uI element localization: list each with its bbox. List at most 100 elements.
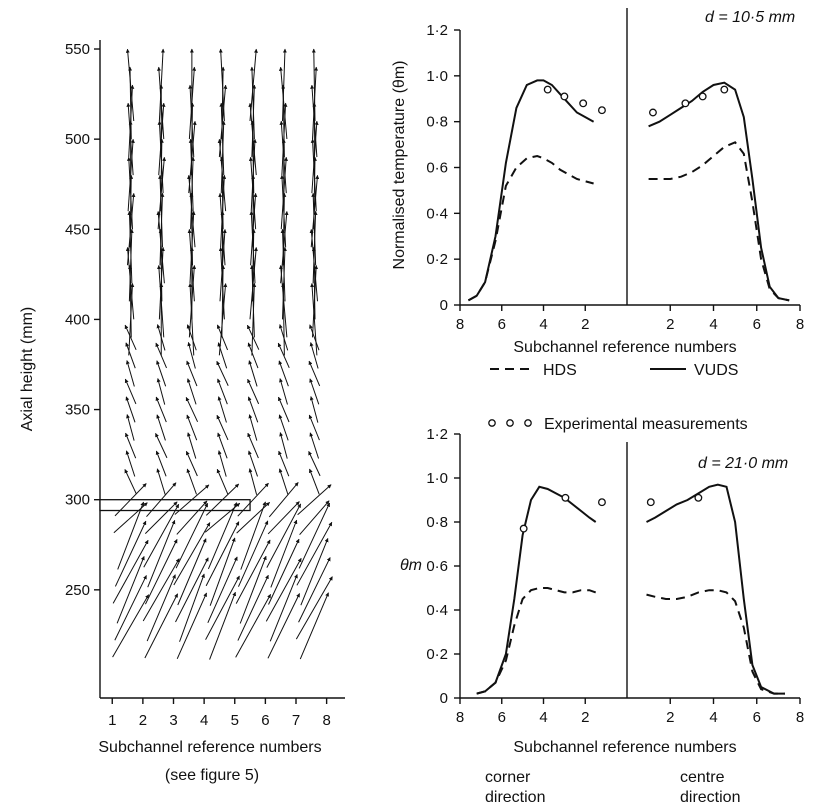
pt-annotation: d = 10·5 mm: [705, 9, 795, 26]
pt-right-exp-point-2: [698, 92, 707, 101]
velocity-arrow-192: [299, 500, 330, 536]
pb-left-exp-point-1: [561, 493, 570, 502]
velocity-arrow-178: [280, 174, 287, 248]
velocity-arrow-0: [112, 594, 150, 658]
vector-field-panel: 250 300 350 400 450 500 550 1 2 3 4 5 6 7 8 Axial hei…: [19, 40, 345, 784]
velocity-arrow-197: [308, 414, 320, 441]
velocity-arrow-134: [247, 432, 259, 459]
pb-y-tick-label-0: 0: [440, 690, 448, 707]
velocity-arrow-129: [240, 501, 267, 570]
pt-x-tick-label-left-2: 4: [539, 316, 547, 333]
pt-right-exp-point-3: [720, 85, 729, 94]
pb-right-hds-line: [646, 589, 785, 695]
velocity-arrow-167: [278, 396, 290, 423]
velocity-arrow-85: [187, 174, 196, 248]
velocity-arrow-35: [147, 519, 176, 588]
legend-exp-label: Experimental measurements: [544, 416, 748, 433]
pb-x-tick-label-left-1: 6: [498, 709, 506, 726]
velocity-arrow-194: [308, 468, 320, 495]
pt-y-tick-label-0: 0: [440, 297, 448, 314]
vf-x-tick-label-1: 2: [139, 712, 147, 729]
velocity-arrow-141: [251, 282, 257, 356]
velocity-arrow-152: [251, 84, 257, 158]
pt-x-tick-label-left-3: 2: [581, 316, 589, 333]
pb-annotation: d = 21·0 mm: [698, 455, 788, 472]
velocity-arrow-199: [309, 378, 320, 405]
velocity-arrow-123: [218, 48, 225, 122]
velocity-arrow-158: [268, 538, 300, 605]
velocity-arrow-131: [237, 482, 269, 517]
pt-y-tick-label-2: 0·4: [426, 205, 448, 222]
velocity-arrow-153: [249, 66, 255, 140]
velocity-arrow-191: [298, 502, 331, 569]
velocity-arrow-64: [175, 557, 209, 623]
velocity-arrow-196: [309, 432, 320, 459]
velocity-arrow-60: [156, 66, 165, 140]
velocity-arrow-62: [176, 592, 207, 660]
velocity-arrow-36: [143, 503, 180, 568]
velocity-arrow-125: [237, 574, 269, 641]
velocity-arrow-155: [267, 593, 301, 659]
velocity-arrow-12: [125, 396, 136, 423]
velocity-arrow-164: [278, 450, 290, 477]
velocity-arrow-95: [207, 556, 238, 623]
velocity-arrow-66: [173, 522, 211, 586]
velocity-arrow-19: [125, 247, 135, 320]
legend-exp-marker-3: [524, 419, 532, 427]
velocity-arrow-142: [249, 264, 255, 338]
velocity-arrow-130: [236, 501, 270, 534]
velocity-arrow-184: [278, 66, 288, 140]
velocity-arrow-20: [128, 228, 134, 302]
velocity-arrow-3: [112, 539, 149, 604]
velocity-arrow-190: [296, 521, 333, 586]
flow-obstruction: [99, 499, 251, 512]
velocity-arrow-9: [125, 450, 136, 477]
pb-direction-left-line2: direction: [485, 789, 545, 806]
velocity-arrow-37: [144, 501, 178, 535]
velocity-arrow-101: [216, 468, 229, 495]
velocity-arrow-69: [174, 484, 210, 515]
velocity-arrow-170: [277, 342, 290, 369]
vf-x-tick-label-3: 4: [200, 712, 208, 729]
velocity-arrow-7: [114, 483, 147, 517]
pt-left-hds-line: [467, 154, 594, 302]
velocity-arrow-68: [176, 500, 208, 535]
velocity-arrow-74: [185, 396, 199, 423]
velocity-arrow-174: [281, 246, 287, 320]
vf-y-axis-label: Axial height (mm): [19, 307, 36, 431]
pb-x-tick-label-right-1: 4: [709, 709, 717, 726]
velocity-arrow-128: [238, 520, 269, 587]
pb-y-axis-label: θm: [400, 557, 422, 574]
velocity-arrow-195: [308, 451, 321, 477]
velocity-arrow-208: [311, 192, 317, 266]
legend-exp-marker-1: [488, 419, 496, 427]
velocity-arrow-100: [205, 483, 240, 516]
pb-x-ticks: 8 6 4 2 2 4 6 8: [456, 698, 804, 726]
legend-vuds-label: VUDS: [694, 362, 738, 379]
velocity-arrow-40: [155, 450, 167, 477]
velocity-arrow-13: [124, 378, 137, 405]
velocity-arrow-200: [308, 360, 321, 387]
velocity-arrow-216: [311, 48, 316, 122]
velocity-arrow-159: [270, 519, 298, 588]
vf-x-tick-label-5: 6: [261, 712, 269, 729]
pb-direction-right-line1: centre: [680, 769, 725, 786]
pb-direction-right-line2: direction: [680, 789, 740, 806]
vf-x-axis-label: Subchannel reference numbers: [98, 739, 321, 756]
velocity-arrow-105: [217, 396, 227, 423]
velocity-arrow-132: [248, 468, 258, 495]
velocity-arrow-160: [266, 503, 302, 568]
vf-x-axis-note: (see figure 5): [165, 767, 259, 784]
velocity-arrow-108: [217, 342, 228, 369]
velocity-arrow-120: [219, 102, 225, 176]
velocity-arrow-102: [217, 450, 227, 477]
obstruction-plate: [99, 499, 251, 512]
velocity-arrow-73: [186, 414, 198, 441]
velocity-arrow-168: [279, 378, 288, 405]
velocity-arrow-145: [249, 210, 256, 284]
vf-x-tick-label-0: 1: [108, 712, 116, 729]
velocity-arrow-27: [126, 102, 134, 176]
pb-x-tick-label-left-3: 2: [581, 709, 589, 726]
velocity-arrow-97: [205, 521, 240, 587]
